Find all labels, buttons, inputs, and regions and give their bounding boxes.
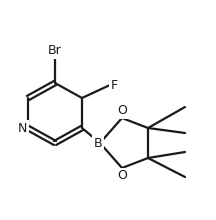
Text: Br: Br [48,44,62,57]
Text: B: B [93,136,102,150]
Text: O: O [117,104,127,117]
Text: F: F [111,79,118,92]
Text: N: N [18,121,27,134]
Text: O: O [117,169,127,182]
